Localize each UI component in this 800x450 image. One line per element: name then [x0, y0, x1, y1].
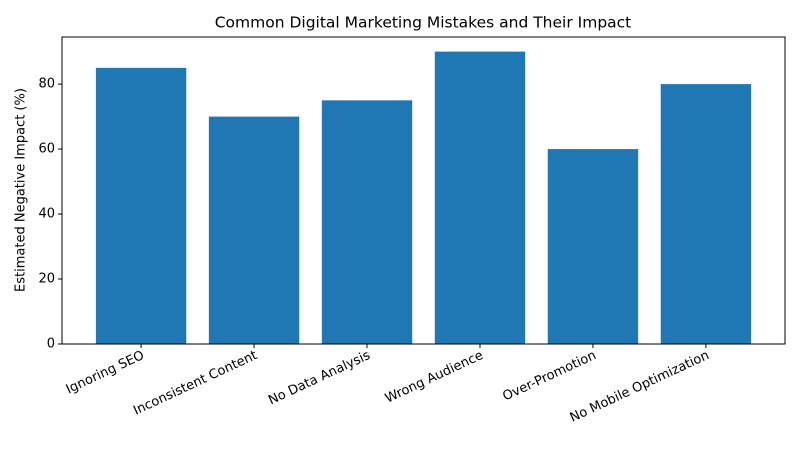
y-tick-label: 20 [38, 272, 55, 287]
y-tick-label: 0 [47, 337, 55, 352]
chart-title: Common Digital Marketing Mistakes and Th… [215, 14, 632, 32]
y-tick-label: 80 [38, 77, 55, 92]
bar [95, 67, 187, 345]
bar [208, 116, 300, 344]
bar [547, 149, 639, 344]
y-tick-label: 60 [38, 142, 55, 157]
x-tick-label: Wrong Audience [383, 348, 486, 407]
bar [434, 51, 526, 344]
plot-frame [61, 36, 786, 345]
y-axis-label: Estimated Negative Impact (%) [14, 88, 29, 292]
y-tick-label: 40 [38, 207, 55, 222]
bar [660, 84, 752, 344]
bar [321, 100, 413, 344]
x-tick-label: Inconsistent Content [131, 348, 260, 419]
x-tick-label: Over-Promotion [501, 348, 599, 404]
x-tick-label: Ignoring SEO [64, 348, 147, 397]
x-tick-label: No Data Analysis [266, 348, 373, 408]
